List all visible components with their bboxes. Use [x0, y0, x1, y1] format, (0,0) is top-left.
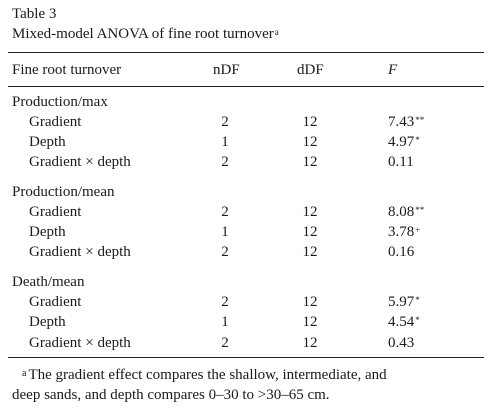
row-f: 3.78+: [388, 223, 420, 241]
row-f-value: 4.54: [388, 314, 415, 330]
row-ddf: 12: [302, 154, 318, 170]
group-title: Death/mean: [12, 274, 85, 290]
header-name: Fine root turnover: [12, 62, 122, 78]
row-ddf: 12: [302, 204, 318, 220]
row-ddf: 12: [302, 335, 318, 351]
significance-mark: *: [415, 315, 420, 325]
row-name: Gradient: [29, 114, 82, 130]
row-f: 8.08**: [388, 203, 424, 221]
row-f-value: 0.11: [388, 154, 414, 170]
footnote-mark: a: [22, 368, 27, 379]
group-title: Production/max: [12, 94, 108, 110]
table-label: Table 3: [12, 6, 57, 22]
row-ddf: 12: [302, 224, 318, 240]
significance-mark: *: [415, 295, 420, 305]
row-f: 7.43**: [388, 113, 424, 131]
bottom-rule: [8, 357, 484, 358]
row-name: Gradient: [29, 294, 82, 310]
row-f: 0.11: [388, 153, 415, 171]
row-name: Depth: [29, 314, 66, 330]
significance-mark: **: [415, 205, 425, 215]
row-ddf: 12: [302, 314, 318, 330]
row-f: 5.97*: [388, 293, 420, 311]
header-ddf: dDF: [297, 62, 324, 78]
row-ddf: 12: [302, 134, 318, 150]
row-f-value: 0.16: [388, 244, 415, 260]
row-f: 4.97*: [388, 133, 420, 151]
row-ndf: 2: [221, 114, 229, 130]
header-rule: [8, 86, 484, 87]
row-ndf: 1: [221, 134, 229, 150]
row-ddf: 12: [302, 114, 318, 130]
footnote-text-1: The gradient effect compares the shallow…: [28, 367, 387, 383]
row-f-value: 3.78: [388, 224, 415, 240]
row-ndf: 2: [221, 204, 229, 220]
row-f: 0.43: [388, 334, 415, 352]
header-ndf: nDF: [213, 62, 240, 78]
header-f: F: [388, 62, 398, 78]
row-ddf: 12: [302, 294, 318, 310]
row-ndf: 2: [221, 244, 229, 260]
significance-mark: **: [415, 115, 425, 125]
group-title: Production/mean: [12, 184, 115, 200]
footnote-line-1: a The gradient effect compares the shallo…: [22, 365, 492, 385]
row-name: Gradient × depth: [29, 244, 131, 260]
row-name: Depth: [29, 224, 66, 240]
significance-mark: *: [415, 135, 420, 145]
row-f-value: 0.43: [388, 335, 415, 351]
table-caption-text: Mixed-model ANOVA of fine root turnover: [12, 26, 274, 42]
row-f-value: 8.08: [388, 204, 415, 220]
row-f-value: 4.97: [388, 134, 415, 150]
row-ndf: 2: [221, 335, 229, 351]
footnote-line-2: deep sands, and depth compares 0–30 to >…: [12, 387, 330, 403]
table-caption: Mixed-model ANOVA of fine root turnovera: [12, 25, 279, 43]
row-f: 0.16: [388, 243, 415, 261]
row-name: Gradient × depth: [29, 154, 131, 170]
row-name: Depth: [29, 134, 66, 150]
significance-mark: +: [415, 225, 421, 235]
row-name: Gradient × depth: [29, 335, 131, 351]
row-ddf: 12: [302, 244, 318, 260]
top-rule: [8, 52, 484, 53]
caption-footnote-mark: a: [274, 27, 279, 37]
row-ndf: 1: [221, 224, 229, 240]
row-f-value: 7.43: [388, 114, 415, 130]
row-f-value: 5.97: [388, 294, 415, 310]
row-f: 4.54*: [388, 313, 420, 331]
row-ndf: 2: [221, 154, 229, 170]
row-ndf: 1: [221, 314, 229, 330]
row-name: Gradient: [29, 204, 82, 220]
row-ndf: 2: [221, 294, 229, 310]
